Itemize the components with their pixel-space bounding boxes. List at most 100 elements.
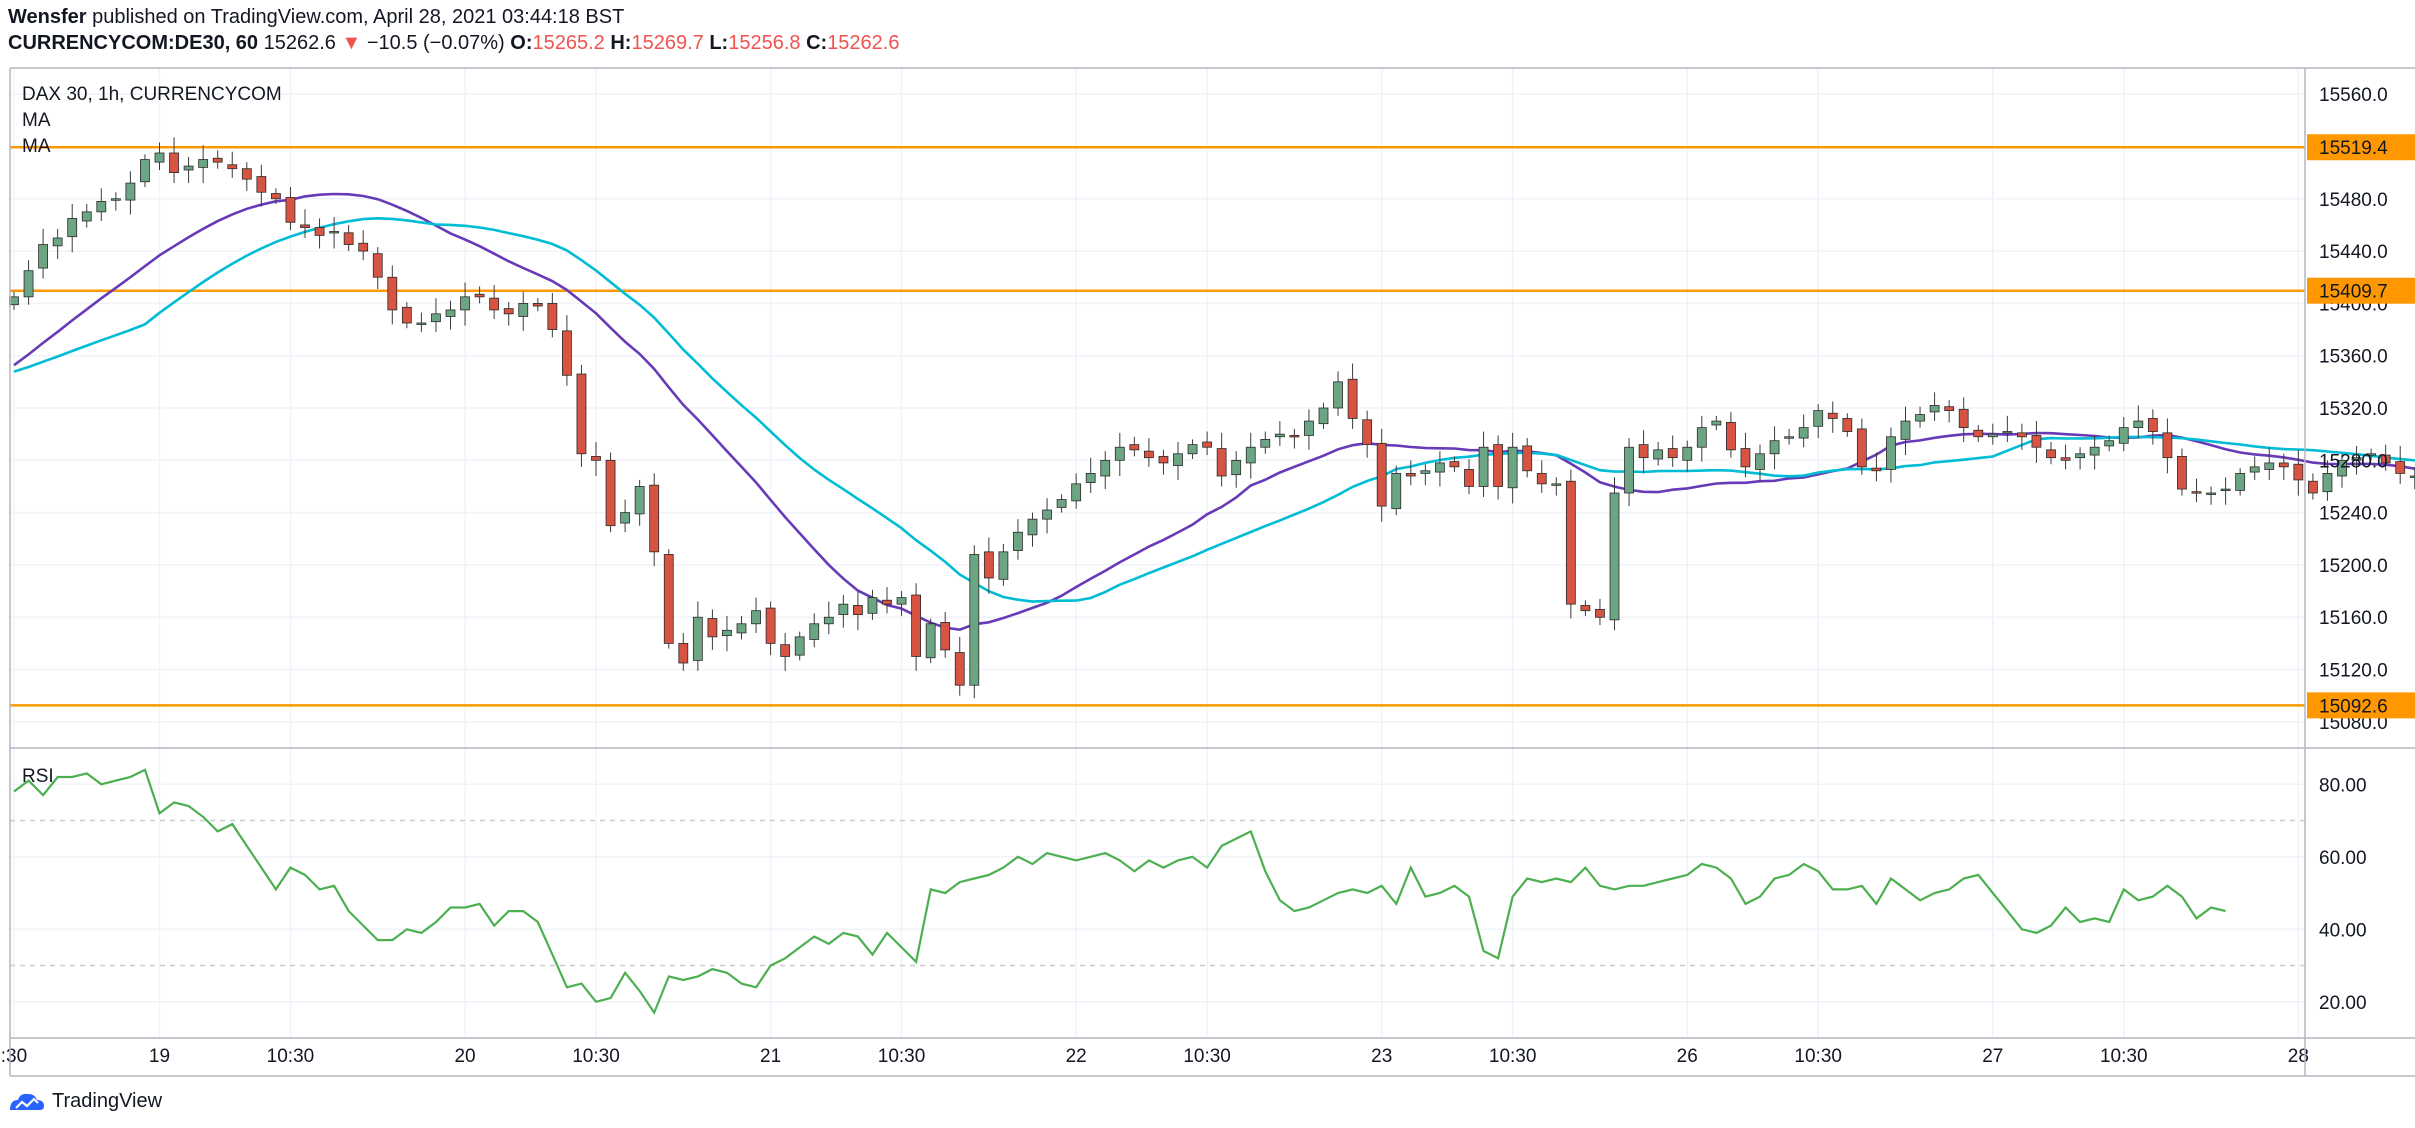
candle-body bbox=[154, 152, 165, 163]
candle-body bbox=[678, 642, 689, 664]
candle-body bbox=[1376, 442, 1387, 507]
candles bbox=[9, 137, 2415, 699]
candle-body bbox=[2075, 453, 2086, 459]
candle-body bbox=[1711, 420, 1722, 426]
candle-body bbox=[1391, 472, 1402, 510]
candle-body bbox=[1987, 433, 1998, 438]
legend-ma-1[interactable]: MA bbox=[22, 110, 51, 131]
candle-body bbox=[1464, 469, 1474, 487]
candle-body bbox=[2380, 454, 2391, 464]
candle-body bbox=[23, 270, 34, 298]
candle-body bbox=[1187, 444, 1198, 455]
candle-body bbox=[460, 296, 470, 311]
level-price-label: 15409.7 bbox=[2319, 282, 2388, 303]
candle-body bbox=[125, 182, 136, 201]
candle-body bbox=[2147, 418, 2158, 432]
candle-body bbox=[227, 164, 238, 170]
close-label: C: bbox=[806, 32, 828, 54]
candle-body bbox=[1173, 453, 1183, 466]
candle-body bbox=[474, 293, 485, 298]
publish-text: published on TradingView.com, April 28, … bbox=[92, 6, 625, 28]
candle-body bbox=[1667, 448, 1678, 459]
tradingview-logo-icon bbox=[10, 1093, 44, 1110]
x-tick-label: 23 bbox=[1371, 1046, 1392, 1067]
candle-body bbox=[2351, 457, 2362, 461]
legend-rsi[interactable]: RSI bbox=[22, 766, 54, 787]
candle-body bbox=[431, 313, 441, 323]
candle-body bbox=[1056, 499, 1067, 508]
x-tick-label: :30 bbox=[1, 1046, 27, 1067]
candle-body bbox=[1624, 446, 1634, 494]
candle-body bbox=[38, 244, 48, 269]
candle-body bbox=[1929, 404, 1940, 413]
candle-body bbox=[1915, 414, 1925, 422]
candle-body bbox=[1405, 472, 1416, 477]
x-tick-label: 10:30 bbox=[572, 1046, 620, 1067]
candle-body bbox=[1609, 492, 1620, 621]
legend-ma-2[interactable]: MA bbox=[22, 136, 51, 157]
candle-body bbox=[1638, 444, 1649, 459]
candle-body bbox=[2177, 455, 2187, 490]
candle-body bbox=[1798, 427, 1809, 439]
candle-body bbox=[896, 597, 907, 605]
tradingview-brand[interactable]: TradingView bbox=[8, 1083, 162, 1119]
candle-body bbox=[925, 623, 936, 659]
rsi-tick-label: 60.00 bbox=[2319, 848, 2367, 869]
candle-body bbox=[2162, 432, 2173, 459]
x-tick-label: 22 bbox=[1066, 1046, 1087, 1067]
candle-body bbox=[1449, 461, 1460, 468]
symbol-label[interactable]: CURRENCYCOM:DE30, 60 bbox=[8, 32, 259, 54]
candle-body bbox=[1260, 438, 1271, 448]
candle-body bbox=[765, 607, 776, 644]
candle-body bbox=[1856, 428, 1867, 468]
candle-body bbox=[2118, 427, 2129, 444]
candle-body bbox=[1158, 455, 1169, 464]
candle-body bbox=[2031, 435, 2042, 448]
candle-body bbox=[1478, 446, 1489, 487]
candle-body bbox=[2206, 492, 2216, 495]
candle-body bbox=[67, 217, 78, 238]
x-tick-label: 10:30 bbox=[1794, 1046, 1842, 1067]
candle-body bbox=[140, 159, 150, 183]
author-name[interactable]: Wensfer bbox=[8, 6, 87, 28]
candle-body bbox=[2278, 462, 2289, 468]
candle-body bbox=[2060, 457, 2071, 461]
x-tick-label: 20 bbox=[454, 1046, 475, 1067]
price-labels: 15519.4 15409.7 15092.6 bbox=[2307, 134, 2415, 719]
candle-body bbox=[1493, 444, 1503, 487]
ma-line bbox=[13, 192, 2415, 632]
x-tick-label: 19 bbox=[149, 1046, 170, 1067]
candle-body bbox=[663, 554, 674, 644]
candle-body bbox=[1216, 448, 1227, 477]
candle-body bbox=[562, 330, 572, 376]
low-value: 15256.8 bbox=[728, 32, 801, 54]
candle-body bbox=[838, 603, 849, 616]
candle-body bbox=[1595, 608, 1605, 618]
candle-body bbox=[1071, 483, 1082, 502]
x-tick-label: 10:30 bbox=[267, 1046, 315, 1067]
candle-body bbox=[2104, 440, 2115, 447]
x-tick-label: 10:30 bbox=[1183, 1046, 1231, 1067]
rsi-tick-label: 20.00 bbox=[2319, 993, 2367, 1014]
candle-body bbox=[2409, 475, 2415, 478]
candle-body bbox=[882, 599, 892, 605]
candle-body bbox=[1100, 459, 1111, 477]
candle-body bbox=[823, 616, 834, 625]
low-label: L: bbox=[709, 32, 729, 54]
candle-body bbox=[998, 551, 1009, 580]
candle-body bbox=[1013, 531, 1023, 551]
candle-body bbox=[1318, 407, 1329, 425]
candle-body bbox=[1289, 435, 1300, 438]
brand-label: TradingView bbox=[52, 1089, 163, 1112]
candle-body bbox=[867, 597, 878, 614]
candle-body bbox=[2002, 431, 2013, 434]
candle-body bbox=[1900, 420, 1911, 440]
x-tick-label: 21 bbox=[760, 1046, 781, 1067]
ohlc-summary: CURRENCYCOM:DE30, 60 15262.6 ▼ −10.5 (−0… bbox=[8, 32, 899, 55]
candle-body bbox=[1958, 408, 1969, 429]
grid bbox=[10, 68, 2305, 1038]
candle-body bbox=[1435, 462, 1445, 473]
legend-title[interactable]: DAX 30, 1h, CURRENCYCOM bbox=[22, 84, 282, 105]
open-value: 15265.2 bbox=[532, 32, 605, 54]
